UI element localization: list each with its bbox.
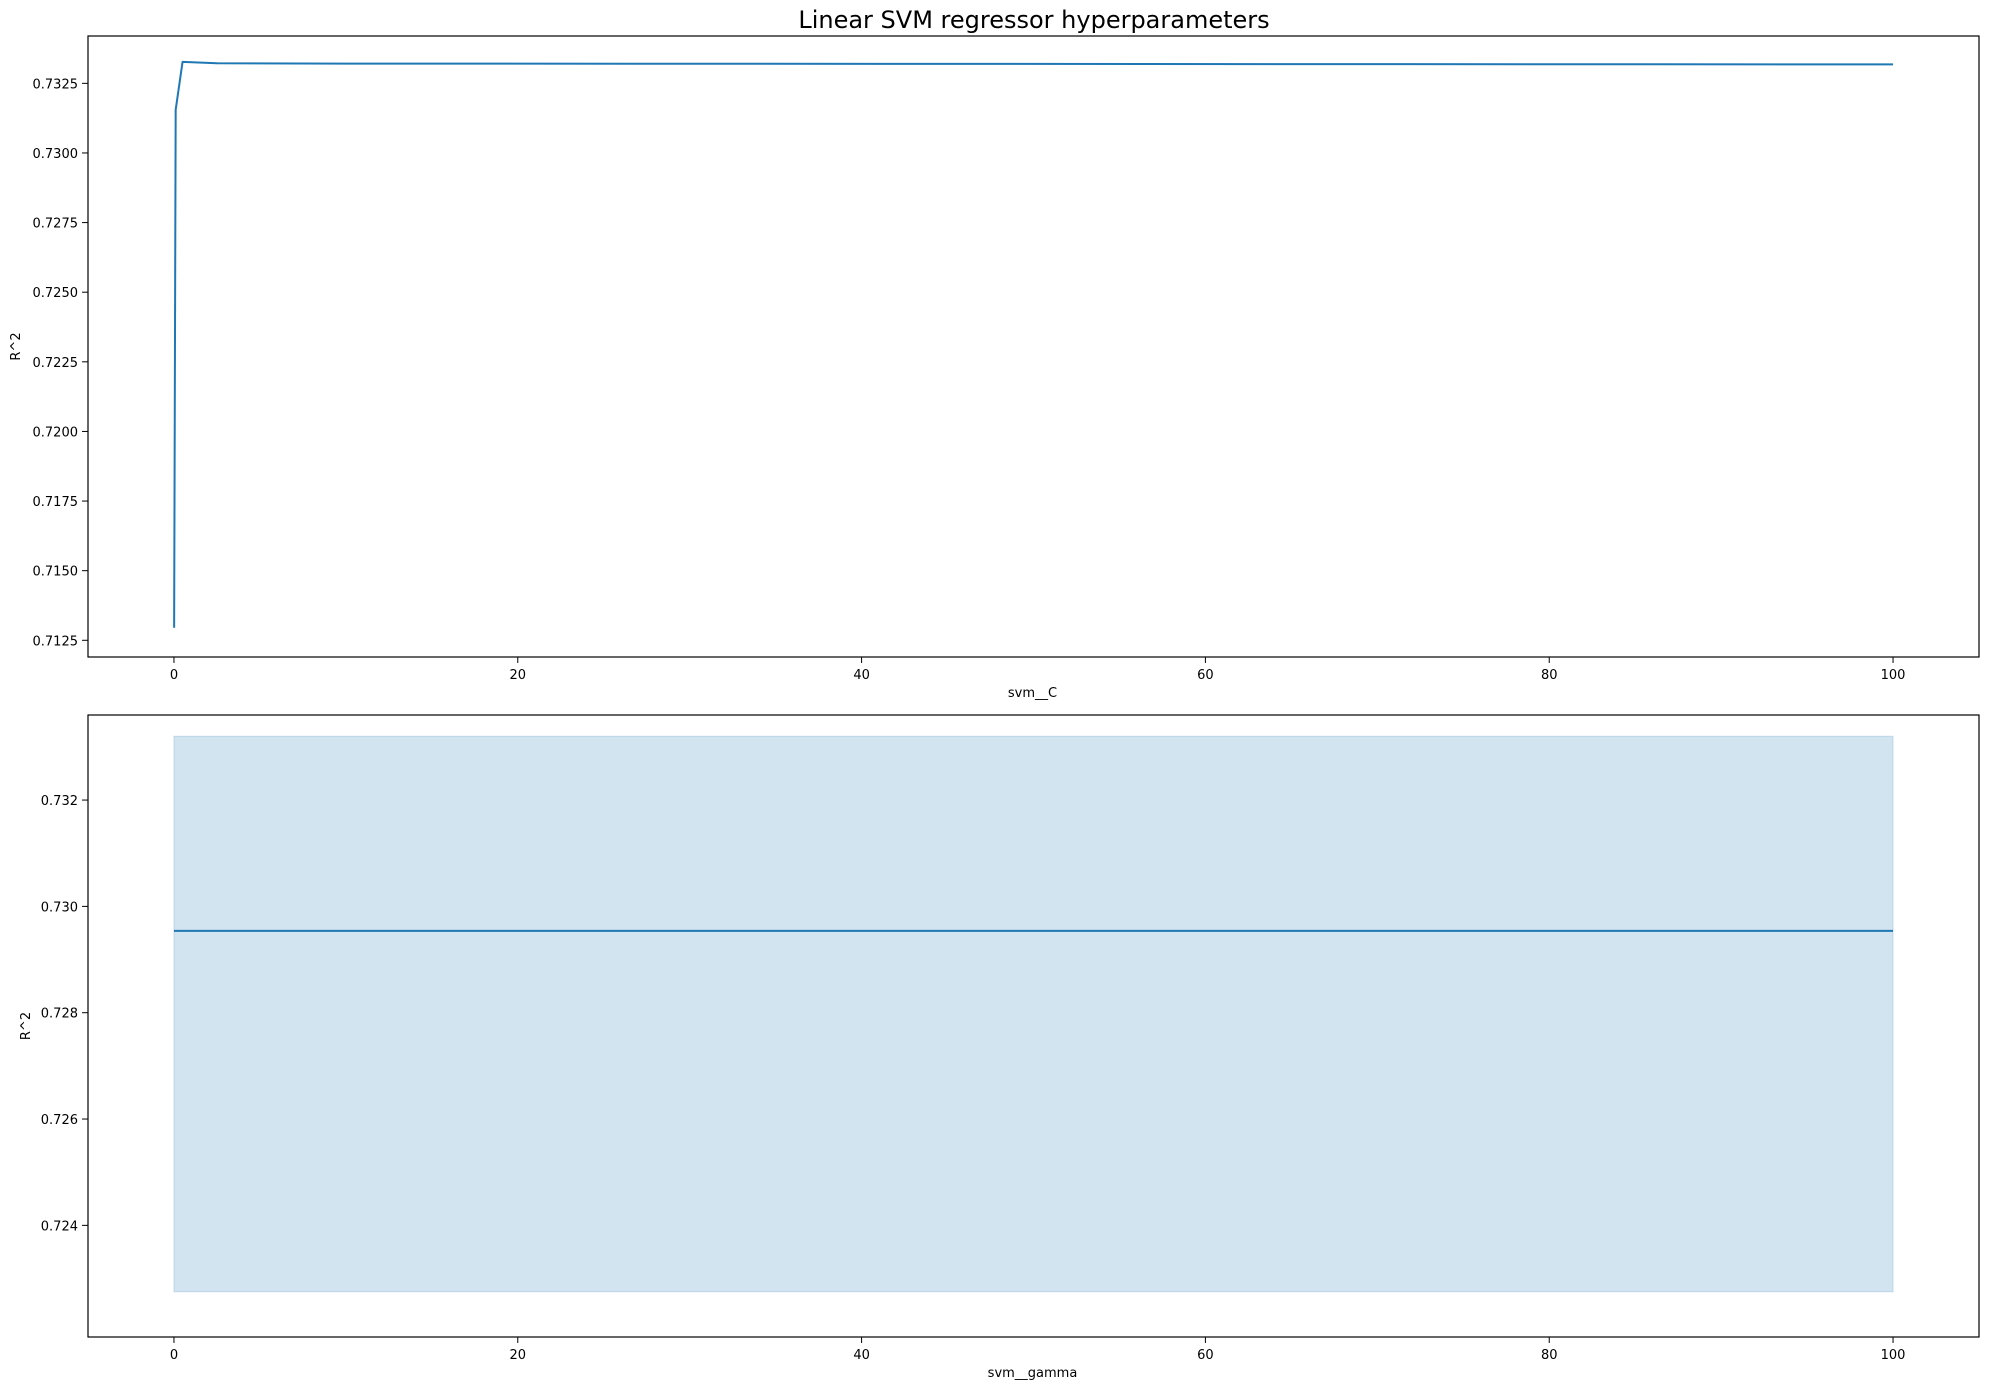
chart0-y-tick-label: 0.7175 xyxy=(33,495,79,510)
chart0-y-tick-label: 0.7325 xyxy=(33,77,79,92)
chart0-x-tick-label: 20 xyxy=(509,668,526,683)
chart0-x-tick-label: 60 xyxy=(1197,668,1214,683)
chart1-x-tick-label: 60 xyxy=(1197,1348,1214,1363)
chart0-y-axis-label: R^2 xyxy=(9,332,24,360)
chart1-x-tick-label: 80 xyxy=(1541,1348,1558,1363)
chart0-y-tick-label: 0.7275 xyxy=(33,217,79,232)
chart1-y-tick-label: 0.724 xyxy=(41,1219,78,1234)
chart0-x-tick-label: 80 xyxy=(1541,668,1558,683)
chart1-y-axis-label: R^2 xyxy=(19,1012,34,1040)
chart1-x-tick-label: 0 xyxy=(170,1348,178,1363)
chart0-series-line xyxy=(173,60,1894,628)
chart0-x-tick-label: 40 xyxy=(853,668,870,683)
chart1-y-tick-label: 0.728 xyxy=(41,1007,78,1022)
chart0-x-tick-label: 0 xyxy=(170,668,178,683)
chart0-y-tick-label: 0.7225 xyxy=(33,356,79,371)
panel-svm-c: 0 20 40 60 80 100 0.7125 0.7150 0.7175 0.7200 0.72… xyxy=(9,35,1980,701)
chart0-y-tick-label: 0.7200 xyxy=(33,425,79,440)
chart0-y-tick-label: 0.7125 xyxy=(33,634,79,649)
chart1-x-tick-label: 40 xyxy=(853,1348,870,1363)
chart1-y-tick-label: 0.726 xyxy=(41,1113,78,1128)
chart0-x-axis-label: svm__C xyxy=(1008,686,1057,701)
chart1-y-tick-label: 0.732 xyxy=(41,794,78,809)
chart1-x-axis-label: svm__gamma xyxy=(988,1366,1078,1381)
chart0-y-tick-label: 0.7150 xyxy=(33,565,79,580)
chart0-axes-frame xyxy=(87,35,1980,658)
chart1-axes-frame xyxy=(87,714,1980,1338)
chart-title: Linear SVM regressor hyperparameters xyxy=(798,6,1269,34)
chart0-y-tick-label: 0.7250 xyxy=(33,286,79,301)
chart1-confidence-band xyxy=(173,735,1894,1293)
panel-svm-gamma: 0 20 40 60 80 100 0.724 0.726 0.728 0.730 0.732 svm… xyxy=(19,714,1980,1381)
chart1-x-tick-label: 100 xyxy=(1881,1348,1906,1363)
chart0-y-tick-label: 0.7300 xyxy=(33,147,79,162)
chart1-x-tick-label: 20 xyxy=(509,1348,526,1363)
chart1-y-tick-label: 0.730 xyxy=(41,900,78,915)
chart0-x-tick-label: 100 xyxy=(1881,668,1906,683)
